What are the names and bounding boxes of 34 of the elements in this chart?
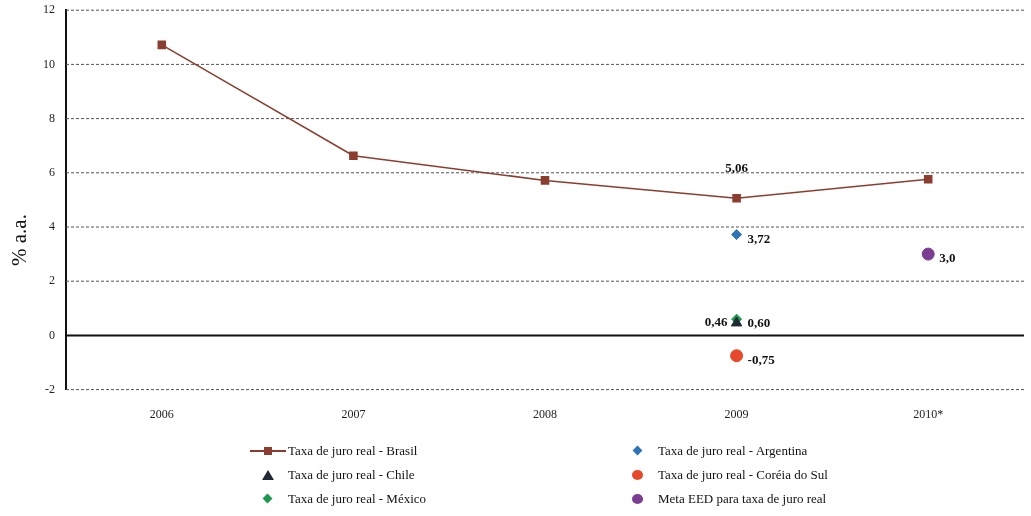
- x-tick-label: 2010*: [913, 406, 944, 421]
- y-tick-label: 12: [43, 2, 55, 17]
- data-label: 5,06: [725, 159, 749, 175]
- point: [349, 151, 358, 161]
- x-tick-label: 2009: [724, 406, 749, 421]
- legend-label: Taxa de juro real - México: [288, 491, 427, 507]
- legend-label: Taxa de juro real - Argentina: [658, 443, 808, 459]
- data-label: 0,46: [704, 314, 729, 330]
- y-tick-label: 4: [49, 219, 55, 234]
- point: [732, 193, 741, 203]
- x-tick-label: 2006: [149, 406, 174, 421]
- point: [923, 175, 933, 184]
- y-tick-label: 8: [49, 110, 55, 125]
- point: [157, 40, 167, 50]
- legend-label: Taxa de juro real - Brasil: [288, 443, 418, 459]
- data-label: 3,72: [747, 230, 771, 246]
- point: [730, 349, 744, 363]
- point: [921, 247, 935, 261]
- data-label: 3,0: [939, 250, 956, 266]
- legend-label: Taxa de juro real - Chile: [288, 467, 415, 483]
- x-tick-label: 2008: [533, 406, 557, 421]
- legend-label: Meta EED para taxa de juro real: [658, 491, 827, 507]
- y-tick-label: 0: [49, 327, 55, 342]
- point: [540, 176, 550, 185]
- legend-label: Taxa de juro real - Coréia do Sul: [658, 467, 828, 483]
- y-axis-title: % a.a.: [6, 214, 32, 266]
- data-label: 0,60: [747, 315, 771, 331]
- y-tick-label: -2: [45, 381, 55, 396]
- x-tick-label: 2007: [341, 406, 366, 421]
- data-label: -0,75: [747, 352, 776, 368]
- point: [731, 229, 743, 241]
- y-tick-label: 6: [49, 164, 55, 179]
- y-tick-label: 2: [49, 273, 55, 288]
- y-tick-label: 10: [43, 56, 55, 71]
